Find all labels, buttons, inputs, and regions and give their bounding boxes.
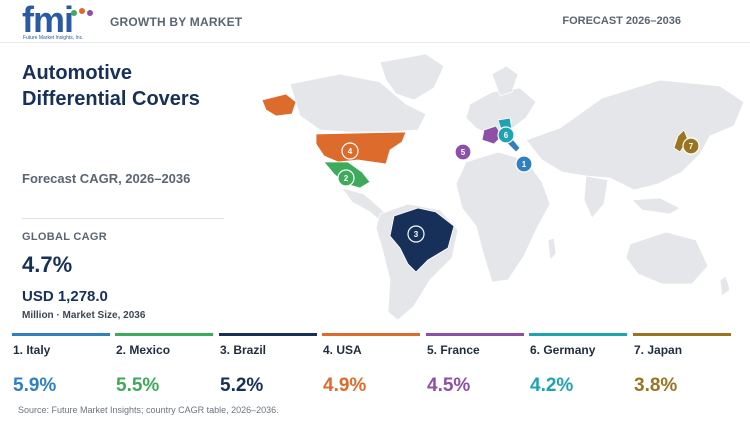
country-markers: 4 2 3 5 6 1 7 xyxy=(337,126,700,243)
marker-usa: 4 xyxy=(341,142,359,160)
svg-text:2: 2 xyxy=(344,174,349,183)
country-card-usa: 4. USA 4.9% xyxy=(322,333,420,403)
card-accent-bar xyxy=(12,333,110,336)
country-cagr: 3.8% xyxy=(634,375,678,396)
country-card-germany: 6. Germany 4.2% xyxy=(529,333,627,403)
market-size-label: Million · Market Size, 2036 xyxy=(22,310,146,321)
country-cagr: 5.5% xyxy=(116,375,160,396)
chart-subtitle: Forecast CAGR, 2026–2036 xyxy=(22,171,191,186)
marker-mexico: 2 xyxy=(337,169,355,187)
country-card-france: 5. France 4.5% xyxy=(426,333,524,403)
global-cagr-label: GLOBAL CAGR xyxy=(22,231,107,243)
card-accent-bar xyxy=(426,333,524,336)
country-card-italy: 1. Italy 5.9% xyxy=(12,333,110,403)
country-cards: 1. Italy 5.9% 2. Mexico 5.5% 3. Brazil 5… xyxy=(12,333,740,403)
country-name: 2. Mexico xyxy=(116,343,171,357)
page-title: Automotive Differential Covers xyxy=(22,62,200,110)
header-bar: fmi Future Market Insights, Inc. GROWTH … xyxy=(0,0,750,43)
market-size-value: USD 1,278.0 xyxy=(22,288,108,305)
svg-text:5: 5 xyxy=(461,148,466,157)
country-name: 3. Brazil xyxy=(220,343,267,357)
card-accent-bar xyxy=(322,333,420,336)
country-name: 7. Japan xyxy=(634,343,683,357)
svg-text:6: 6 xyxy=(504,131,509,140)
global-cagr-value: 4.7% xyxy=(22,252,73,277)
country-cagr: 4.9% xyxy=(323,375,367,396)
marker-japan: 7 xyxy=(682,137,700,155)
country-card-mexico: 2. Mexico 5.5% xyxy=(115,333,213,403)
world-map: 4 2 3 5 6 1 7 xyxy=(261,53,745,321)
card-accent-bar xyxy=(115,333,213,336)
alaska-shape xyxy=(261,93,297,117)
card-accent-bar xyxy=(529,333,627,336)
country-cagr: 5.2% xyxy=(220,375,264,396)
header-section-label: GROWTH BY MARKET xyxy=(110,15,243,29)
country-card-japan: 7. Japan 3.8% xyxy=(633,333,731,403)
marker-france: 5 xyxy=(454,143,472,161)
logo-dots-icon xyxy=(71,8,93,16)
card-accent-bar xyxy=(633,333,731,336)
source-note: Source: Future Market Insights; country … xyxy=(18,405,279,415)
country-cagr: 4.2% xyxy=(530,375,574,396)
country-card-brazil: 3. Brazil 5.2% xyxy=(219,333,317,403)
header-forecast-label: FORECAST 2026–2036 xyxy=(562,15,681,27)
country-name: 4. USA xyxy=(323,343,362,357)
svg-text:7: 7 xyxy=(689,142,694,151)
marker-brazil: 3 xyxy=(407,225,425,243)
country-name: 5. France xyxy=(427,343,480,357)
divider xyxy=(22,218,224,219)
logo-tagline: Future Market Insights, Inc. xyxy=(23,35,84,41)
usa-shape xyxy=(315,131,407,165)
fmi-logo: fmi Future Market Insights, Inc. xyxy=(22,0,93,43)
france-shape xyxy=(481,125,503,145)
country-cagr: 5.9% xyxy=(13,375,57,396)
card-accent-bar xyxy=(219,333,317,336)
country-cagr: 4.5% xyxy=(427,375,471,396)
svg-text:1: 1 xyxy=(522,160,527,169)
svg-text:3: 3 xyxy=(414,230,419,239)
country-name: 1. Italy xyxy=(13,343,51,357)
logo-wordmark: fmi xyxy=(22,0,74,40)
marker-germany: 6 xyxy=(497,126,515,144)
country-name: 6. Germany xyxy=(530,343,596,357)
marker-italy: 1 xyxy=(515,155,533,173)
svg-text:4: 4 xyxy=(348,147,353,156)
